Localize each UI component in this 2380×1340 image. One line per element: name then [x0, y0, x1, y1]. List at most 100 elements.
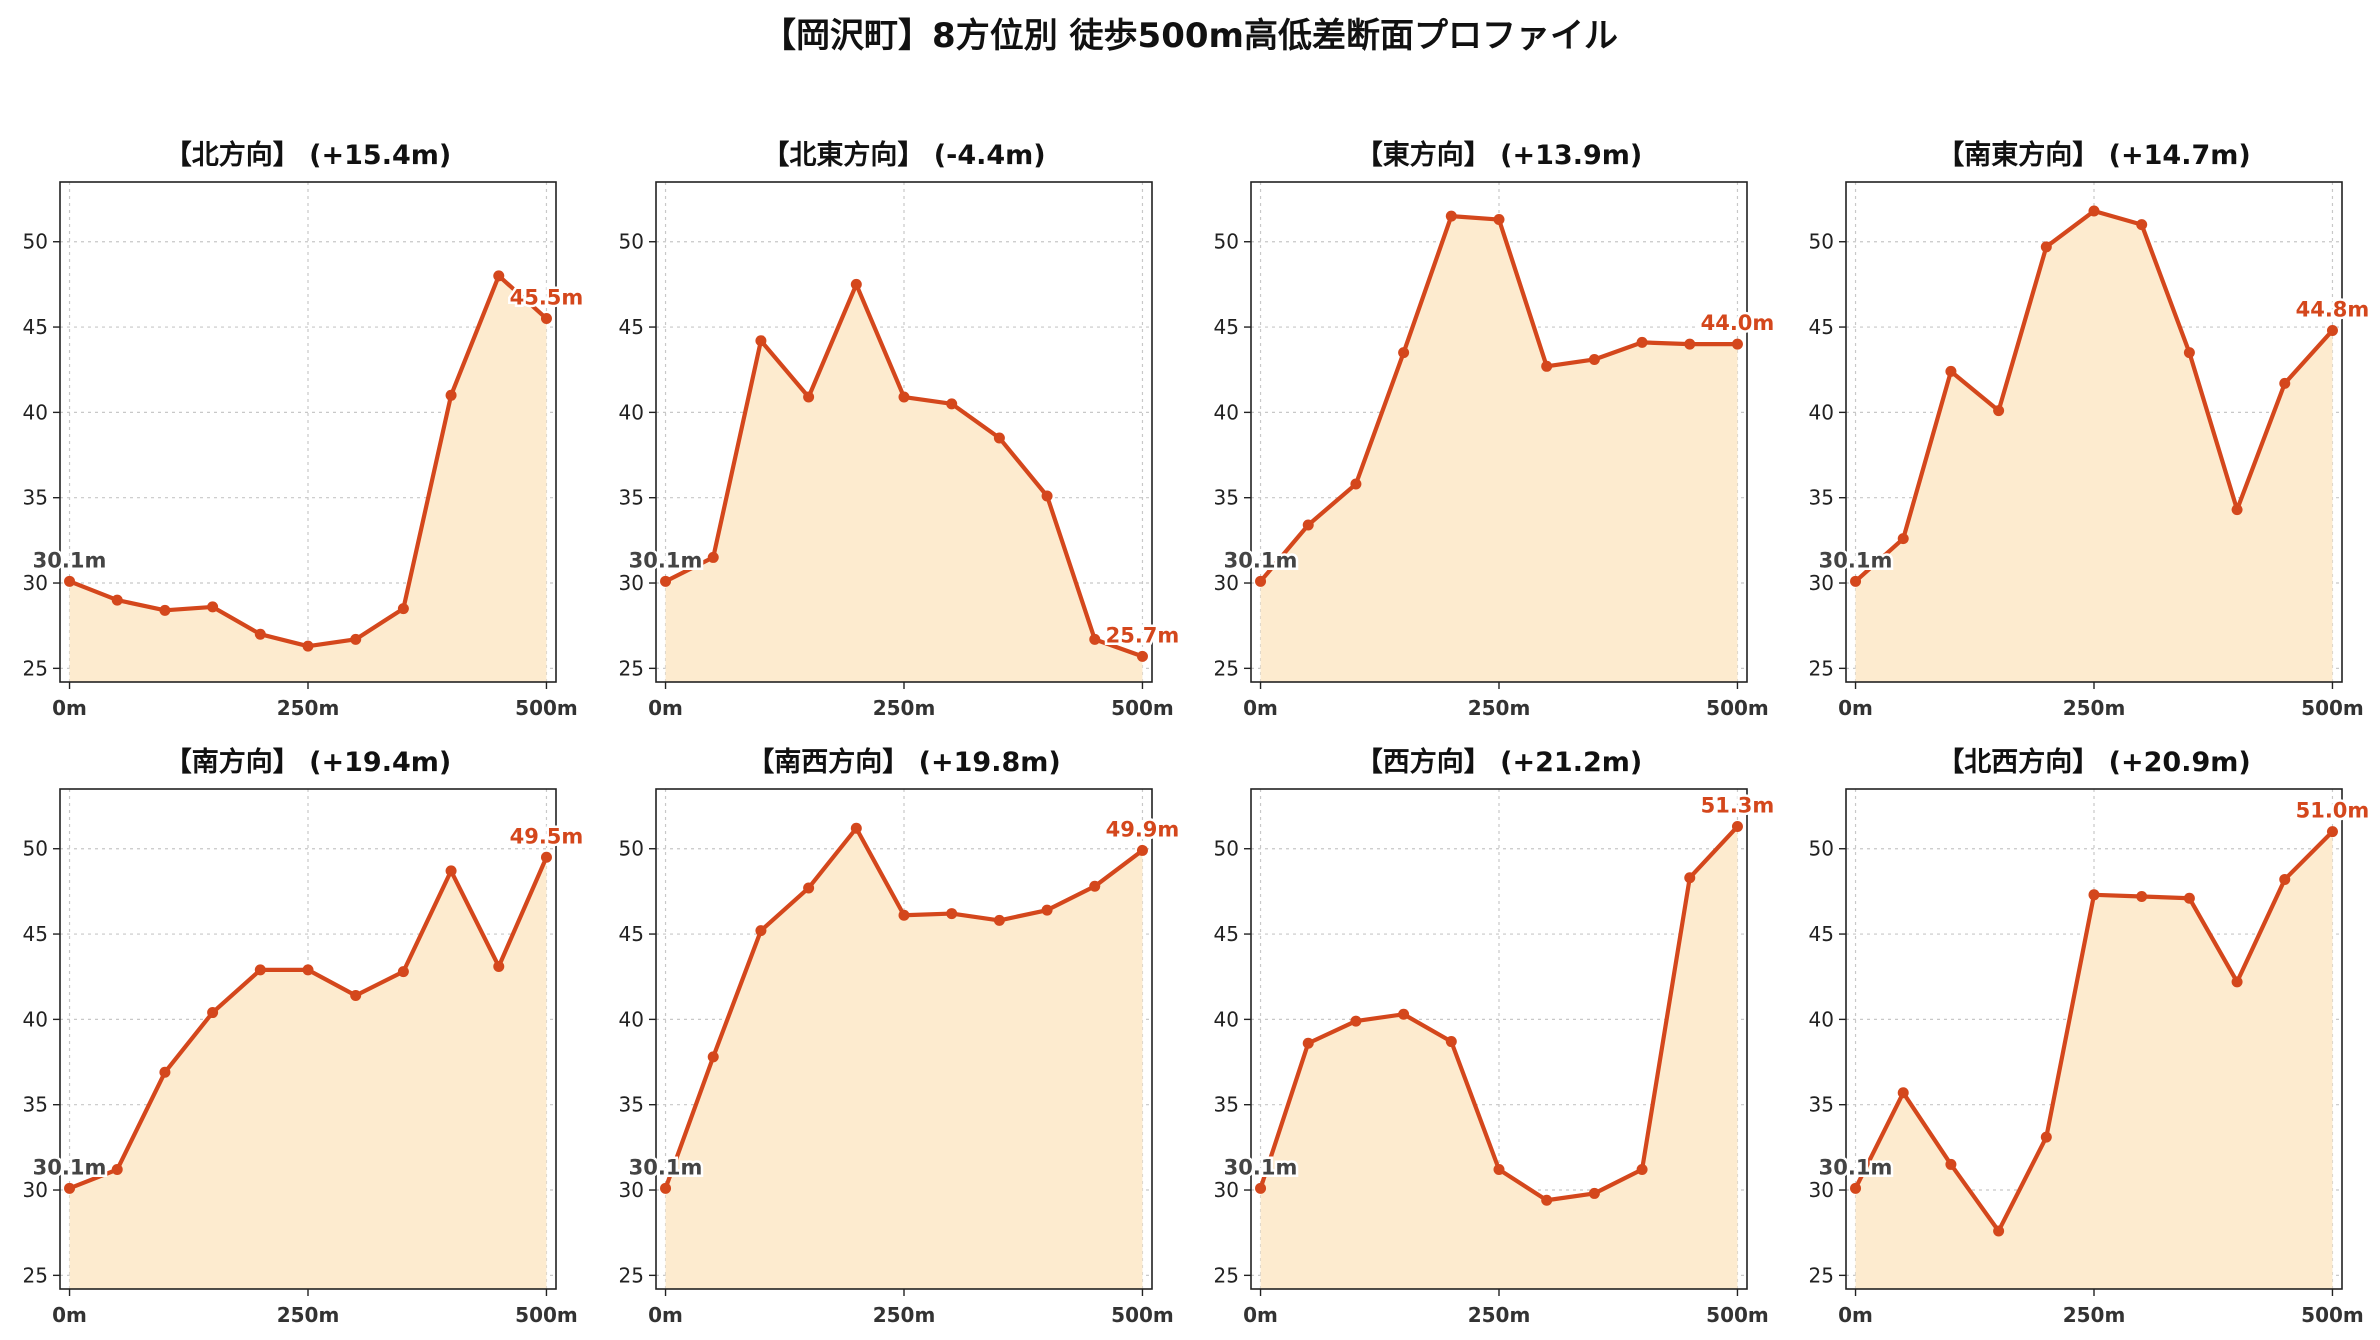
data-point: [850, 278, 862, 290]
y-tick-label: 35: [1214, 486, 1239, 510]
data-point: [1493, 1164, 1505, 1176]
data-point: [540, 851, 552, 863]
end-elevation-label: 44.8m: [2296, 297, 2370, 321]
elevation-area: [1260, 826, 1738, 1289]
y-tick-label: 25: [619, 1263, 644, 1287]
y-tick-label: 45: [1214, 315, 1239, 339]
y-tick-label: 50: [23, 230, 48, 254]
data-point: [64, 1182, 76, 1194]
figure-title: 【岡沢町】8方位別 徒歩500m高低差断面プロファイル: [762, 16, 1618, 56]
y-tick-label: 45: [1214, 922, 1239, 946]
data-point: [2136, 219, 2148, 231]
data-point: [898, 391, 910, 403]
data-point: [1493, 214, 1505, 226]
y-tick-label: 50: [619, 230, 644, 254]
x-tick-label: 500m: [2301, 696, 2364, 720]
data-point: [207, 601, 219, 613]
data-point: [254, 628, 266, 640]
data-point: [1684, 872, 1696, 884]
panel-title: 【西方向】 (+21.2m): [1356, 746, 1642, 778]
data-point: [302, 640, 314, 652]
data-point: [493, 960, 505, 972]
x-tick-label: 500m: [2301, 1303, 2364, 1327]
y-tick-label: 25: [23, 656, 48, 680]
data-point: [1850, 1182, 1862, 1194]
y-tick-label: 45: [1809, 922, 1834, 946]
end-elevation-label: 49.9m: [1106, 817, 1180, 841]
data-point: [1993, 1225, 2005, 1237]
y-tick-label: 30: [1214, 571, 1239, 595]
data-point: [64, 575, 76, 587]
data-point: [850, 822, 862, 834]
data-point: [993, 432, 1005, 444]
data-point: [2279, 873, 2291, 885]
data-point: [1684, 338, 1696, 350]
panel-title: 【東方向】 (+13.9m): [1356, 139, 1642, 171]
end-elevation-label: 45.5m: [510, 286, 584, 310]
elevation-area: [665, 284, 1143, 682]
data-point: [803, 882, 815, 894]
data-point: [159, 1066, 171, 1078]
data-point: [1350, 1015, 1362, 1027]
start-elevation-label: 30.1m: [33, 548, 107, 572]
data-point: [660, 575, 672, 587]
y-tick-label: 50: [1809, 837, 1834, 861]
x-tick-label: 500m: [1706, 696, 1769, 720]
data-point: [1731, 821, 1743, 833]
data-point: [1636, 1164, 1648, 1176]
data-point: [1897, 1087, 1909, 1099]
panel-title: 【南東方向】 (+14.7m): [1937, 139, 2250, 171]
y-tick-label: 40: [23, 400, 48, 424]
data-point: [898, 909, 910, 921]
panel-title: 【南方向】 (+19.4m): [165, 746, 451, 778]
y-tick-label: 40: [619, 1007, 644, 1031]
data-point: [2326, 826, 2338, 838]
data-point: [1255, 1182, 1267, 1194]
y-tick-label: 30: [1809, 1178, 1834, 1202]
x-tick-label: 500m: [1111, 1303, 1174, 1327]
data-point: [2183, 892, 2195, 904]
x-tick-label: 250m: [277, 696, 340, 720]
data-point: [1041, 490, 1053, 502]
data-point: [2136, 891, 2148, 903]
y-tick-label: 40: [1809, 400, 1834, 424]
data-point: [755, 335, 767, 347]
x-tick-label: 250m: [873, 1303, 936, 1327]
y-tick-label: 35: [619, 486, 644, 510]
start-elevation-label: 30.1m: [1819, 548, 1893, 572]
y-tick-label: 35: [1214, 1093, 1239, 1117]
data-point: [1636, 336, 1648, 348]
x-tick-label: 250m: [277, 1303, 340, 1327]
x-tick-label: 250m: [1468, 1303, 1531, 1327]
x-tick-label: 0m: [1838, 1303, 1873, 1327]
elevation-area: [69, 275, 547, 682]
y-tick-label: 40: [1214, 400, 1239, 424]
data-point: [540, 313, 552, 325]
start-elevation-label: 30.1m: [1224, 548, 1298, 572]
data-point: [1350, 478, 1362, 490]
y-tick-label: 50: [23, 837, 48, 861]
data-point: [1398, 347, 1410, 359]
data-point: [2231, 976, 2243, 988]
data-point: [1398, 1008, 1410, 1020]
x-tick-label: 500m: [515, 1303, 578, 1327]
y-tick-label: 30: [23, 571, 48, 595]
data-point: [707, 1051, 719, 1063]
data-point: [1255, 575, 1267, 587]
data-point: [1445, 210, 1457, 222]
end-elevation-label: 51.0m: [2296, 799, 2370, 823]
data-point: [2231, 504, 2243, 516]
elevation-area: [665, 828, 1143, 1289]
y-tick-label: 35: [1809, 1093, 1834, 1117]
panel-title: 【北東方向】 (-4.4m): [762, 139, 1045, 171]
data-point: [993, 914, 1005, 926]
data-point: [2279, 377, 2291, 389]
y-tick-label: 25: [619, 656, 644, 680]
y-tick-label: 25: [23, 1263, 48, 1287]
y-tick-label: 50: [1214, 837, 1239, 861]
end-elevation-label: 49.5m: [510, 824, 584, 848]
data-point: [946, 398, 958, 410]
y-tick-label: 50: [619, 837, 644, 861]
data-point: [111, 1164, 123, 1176]
